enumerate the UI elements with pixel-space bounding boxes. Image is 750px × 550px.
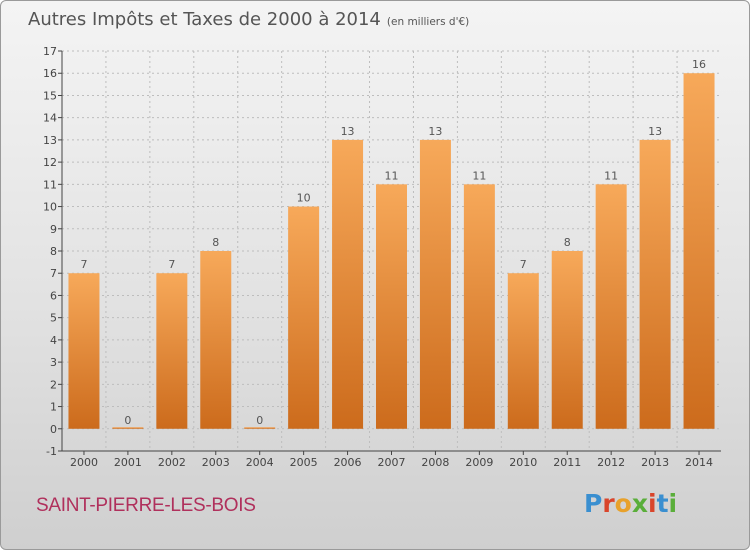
y-tick-label: 0 — [50, 423, 57, 436]
bar — [419, 139, 451, 429]
chart-title-main: Autres Impôts et Taxes de 2000 à 2014 — [28, 9, 381, 30]
x-tick-label: 2011 — [553, 456, 581, 469]
bar — [595, 184, 627, 429]
y-tick-label: 6 — [50, 289, 57, 302]
y-tick-label: 17 — [43, 45, 57, 58]
brand-letter: P — [584, 489, 603, 518]
value-label: 7 — [80, 258, 87, 271]
bar — [200, 251, 232, 429]
x-tick-label: 2007 — [378, 456, 406, 469]
brand-letter: o — [614, 489, 632, 518]
value-label: 0 — [256, 414, 263, 427]
value-label: 11 — [472, 169, 486, 182]
value-label: 8 — [212, 236, 219, 249]
y-tick-label: -1 — [46, 445, 57, 458]
bar — [463, 184, 495, 429]
proxiti-logo: Proxiti — [584, 489, 677, 518]
bar — [288, 206, 320, 429]
bar — [376, 184, 407, 429]
x-tick-label: 2002 — [158, 456, 186, 469]
y-tick-label: 13 — [43, 134, 57, 147]
x-tick-label: 2000 — [70, 456, 98, 469]
x-tick-label: 2012 — [597, 456, 625, 469]
value-label: 13 — [648, 125, 662, 138]
grid-lines — [62, 50, 721, 452]
value-label: 13 — [428, 125, 442, 138]
bar — [244, 427, 276, 429]
y-tick-label: 8 — [50, 245, 57, 258]
bar — [332, 139, 364, 429]
x-tick-label: 2008 — [421, 456, 449, 469]
x-tick-label: 2013 — [641, 456, 669, 469]
y-tick-label: 14 — [43, 112, 57, 125]
value-label: 7 — [520, 258, 527, 271]
brand-letter: i — [648, 489, 657, 518]
y-tick-label: 12 — [43, 156, 57, 169]
y-tick-label: 11 — [43, 178, 57, 191]
x-tick-label: 2003 — [202, 456, 230, 469]
chart-title: Autres Impôts et Taxes de 2000 à 2014 (en… — [28, 9, 469, 30]
y-tick-label: 15 — [43, 89, 57, 102]
value-labels: 7 0 7 8 0 10 13 11 13 11 7 8 11 13 16 — [80, 58, 706, 427]
bar — [639, 139, 671, 429]
y-tick-label: 4 — [50, 334, 57, 347]
value-label: 16 — [692, 58, 706, 71]
commune-name: SAINT-PIERRE-LES-BOIS — [36, 495, 256, 516]
brand-letter: t — [656, 489, 669, 518]
y-tick-label: 9 — [50, 223, 57, 236]
x-tick-label: 2014 — [685, 456, 713, 469]
value-label: 11 — [385, 169, 399, 182]
y-tick-label: 5 — [50, 312, 57, 325]
y-tick-label: 10 — [43, 201, 57, 214]
value-label: 11 — [604, 169, 618, 182]
x-tick-label: 2009 — [465, 456, 493, 469]
bar — [551, 251, 583, 429]
bar — [683, 73, 715, 429]
x-tick-label: 2004 — [246, 456, 274, 469]
bar — [156, 273, 188, 429]
x-tick-label: 2005 — [290, 456, 318, 469]
x-tick-label: 2006 — [334, 456, 362, 469]
brand-letter: r — [602, 489, 615, 518]
brand-letter: i — [668, 489, 678, 518]
y-tick-label: 2 — [50, 378, 57, 391]
value-label: 0 — [124, 414, 131, 427]
value-label: 10 — [297, 192, 311, 205]
bar — [112, 427, 144, 429]
value-label: 8 — [564, 236, 571, 249]
value-label: 13 — [341, 125, 355, 138]
y-tick-label: 16 — [43, 67, 57, 80]
brand-letter: x — [631, 489, 648, 518]
bars — [68, 73, 715, 429]
y-tick-label: 1 — [50, 401, 57, 414]
x-tick-label: 2010 — [509, 456, 537, 469]
chart-subtitle: (en milliers d'€) — [386, 16, 470, 28]
value-label: 7 — [168, 258, 175, 271]
bar — [507, 273, 539, 429]
y-tick-label: 3 — [50, 356, 57, 369]
x-tick-label: 2001 — [114, 456, 142, 469]
y-tick-label: 7 — [50, 267, 57, 280]
bar — [68, 273, 100, 429]
